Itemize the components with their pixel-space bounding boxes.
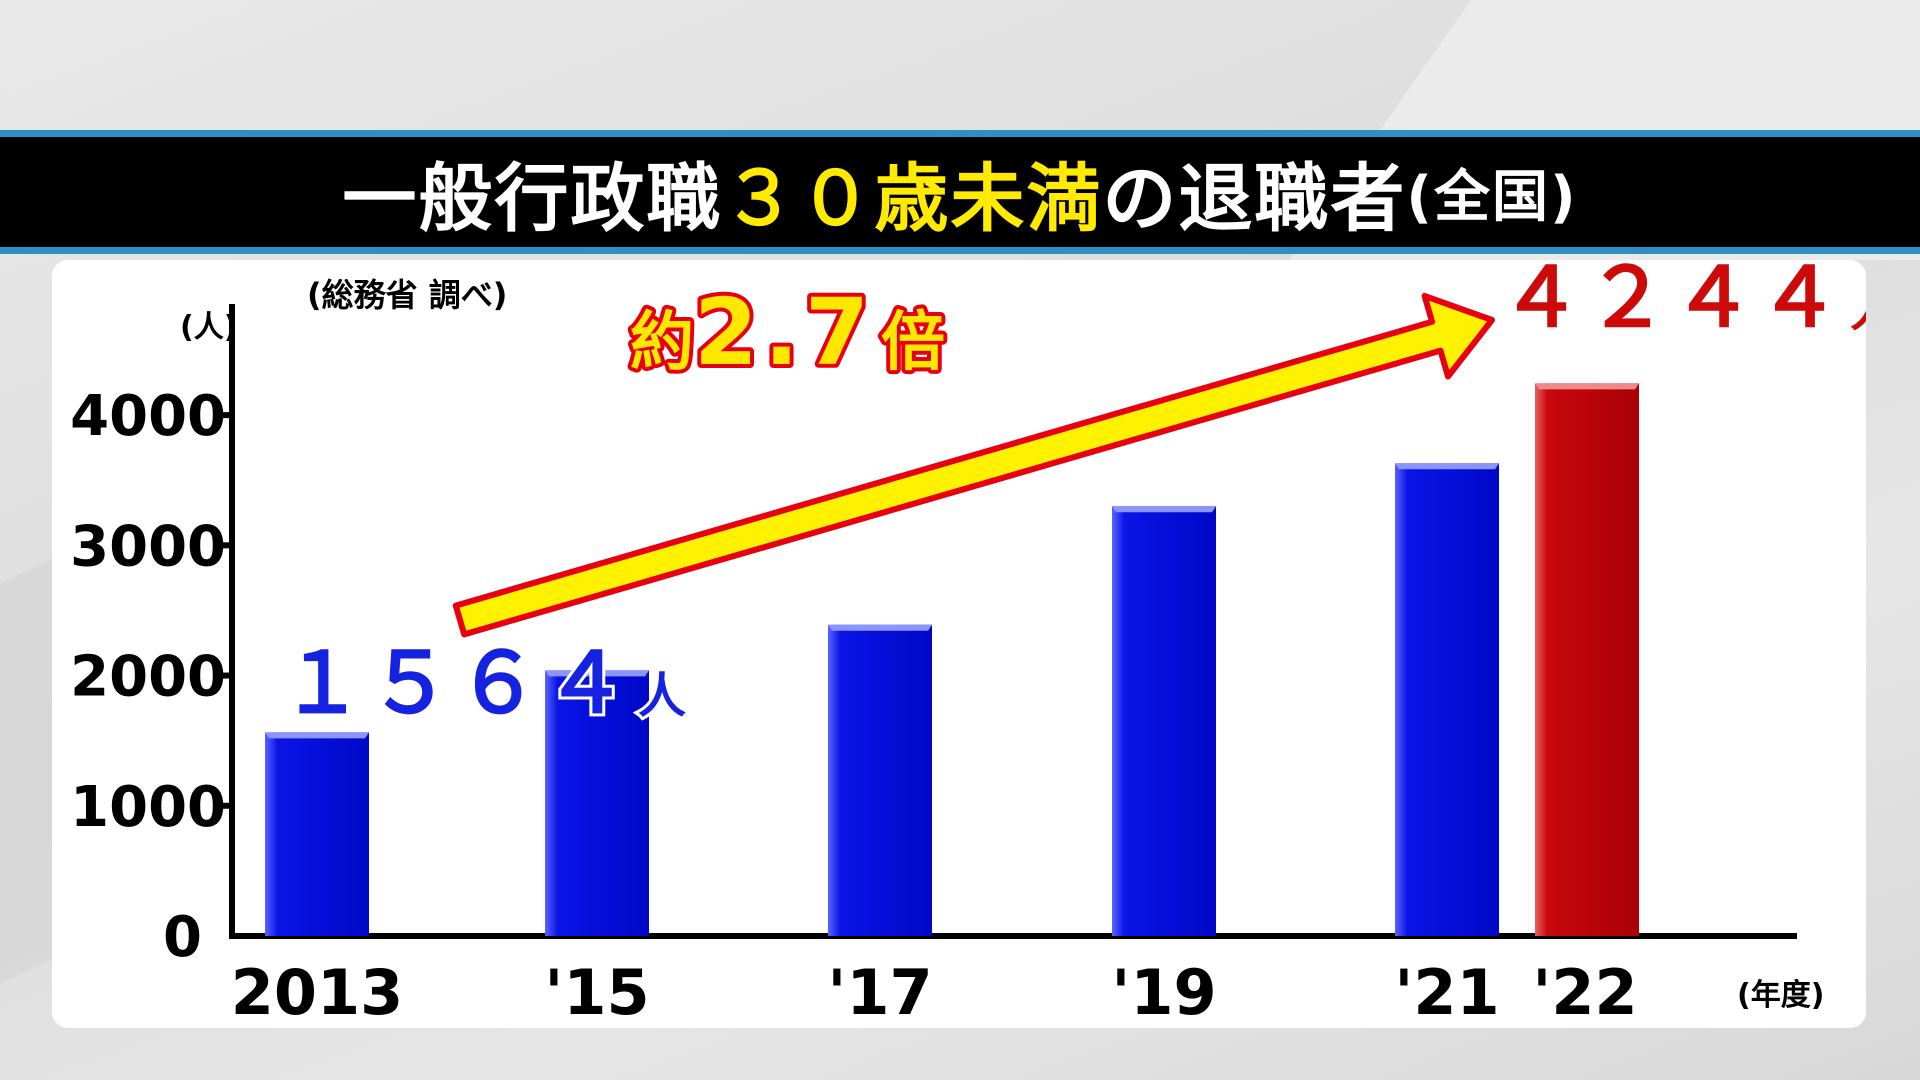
- y-tick-label: 0: [163, 905, 202, 970]
- last-value-label: ４２４４人: [1500, 260, 1866, 346]
- bar: [265, 732, 369, 936]
- title-bar: 一般行政職 ３０歳未満 の退職者 (全国): [0, 130, 1920, 254]
- bar: [828, 624, 932, 936]
- bar-highlight: [1535, 383, 1639, 936]
- trend-arrow: [452, 292, 1495, 638]
- title-scope: (全国): [1406, 164, 1578, 230]
- bar: [1112, 506, 1216, 936]
- y-tick-label: 4000: [70, 384, 226, 449]
- bar: [545, 670, 649, 936]
- y-tick-label: 1000: [70, 775, 226, 840]
- x-axis-unit-label: (年度): [1737, 978, 1825, 1013]
- x-tick-label: '21: [1394, 956, 1499, 1028]
- source-note: (総務省 調べ): [307, 276, 508, 314]
- title-highlight: ３０歳未満: [722, 155, 1103, 242]
- chart-panel: (総務省 調べ) (人) (年度) 0 1000 2000 3000 4000 2013…: [52, 260, 1866, 1028]
- bar-chart: 0 1000 2000 3000 4000 2013 '15 '17 '19 '21 '22 １５６…: [70, 260, 1866, 1028]
- y-tick-label: 2000: [70, 645, 226, 710]
- x-tick-label: '15: [544, 956, 649, 1028]
- x-tick-label: '19: [1111, 956, 1216, 1028]
- y-tick-label: 3000: [70, 514, 226, 579]
- x-tick-label: '22: [1532, 956, 1637, 1028]
- x-tick-label: '17: [827, 956, 932, 1028]
- bar: [1395, 463, 1499, 936]
- y-axis-unit-label: (人): [180, 310, 238, 345]
- ratio-annotation: 約2.7倍: [630, 279, 945, 386]
- x-tick-label: 2013: [231, 956, 404, 1028]
- title-part-3: の退職者: [1102, 155, 1407, 242]
- first-value-label: １５６４ 人: [280, 634, 690, 732]
- title-part-1: 一般行政職: [342, 155, 723, 242]
